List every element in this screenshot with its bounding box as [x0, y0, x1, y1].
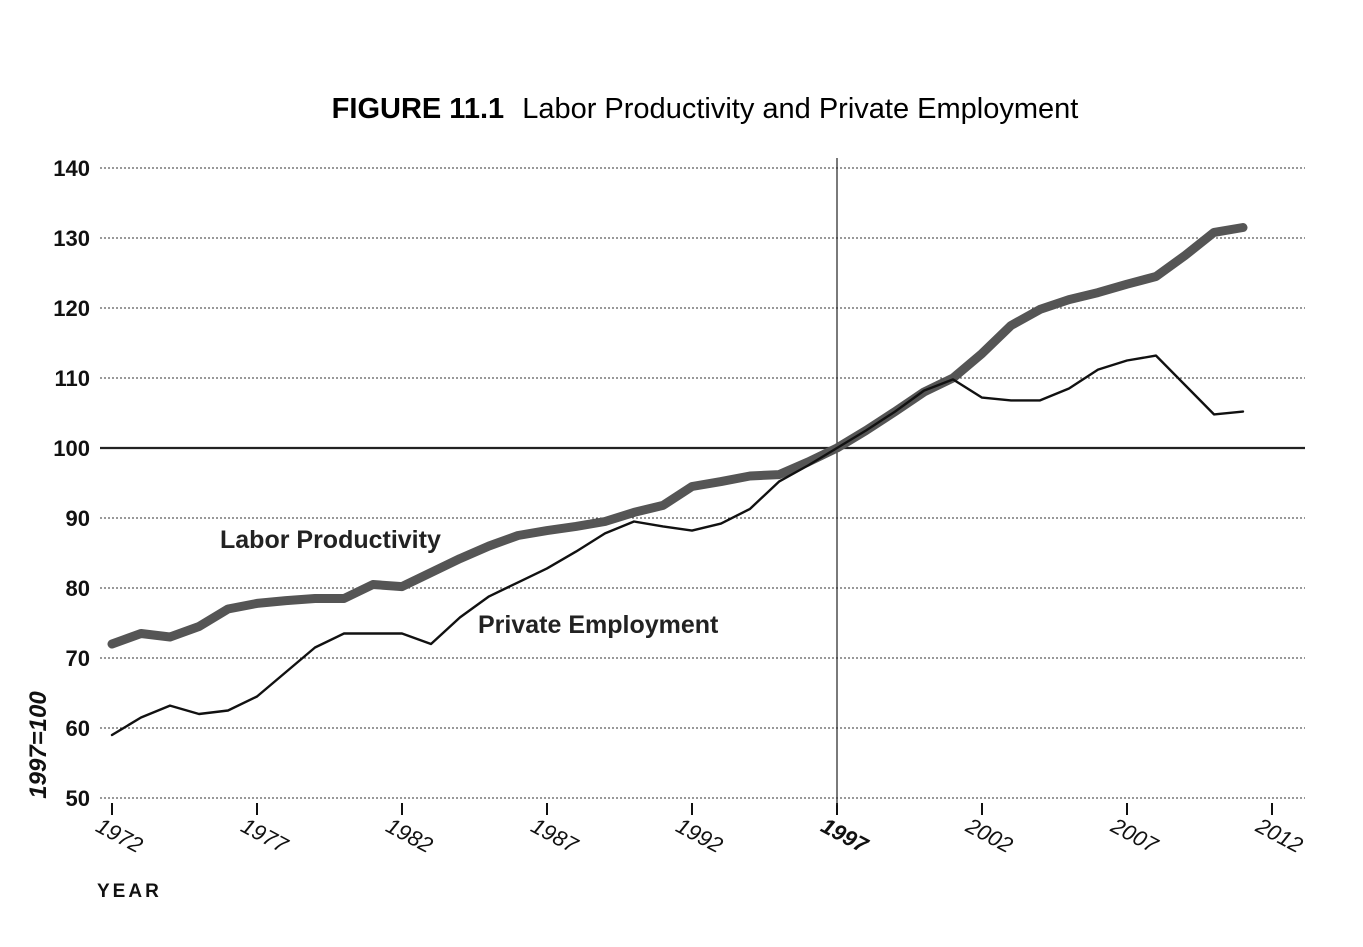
x-tick-1987: 1987: [527, 813, 583, 858]
x-tick-2007: 2007: [1106, 812, 1163, 858]
series-label-labor-productivity: Labor Productivity: [220, 526, 441, 554]
series-line-labor-productivity: [107, 223, 1248, 649]
x-tick-1997: 1997: [817, 813, 874, 859]
x-tick-2012: 2012: [1251, 812, 1307, 858]
reference-lines: [100, 158, 1305, 805]
figure-title: Labor Productivity and Private Employmen…: [522, 93, 1078, 125]
y-axis-label: 1997=100: [25, 691, 52, 799]
figure-number: FIGURE 11.1: [332, 93, 504, 125]
y-tick-70: 70: [66, 646, 90, 671]
x-tick-1982: 1982: [382, 813, 437, 858]
y-tick-100: 100: [53, 436, 90, 461]
y-tick-60: 60: [66, 716, 90, 741]
chart-title: FIGURE 11.1 Labor Productivity and Priva…: [332, 93, 1079, 125]
y-tick-labels: 140 130 120 110 100 90 80 70 60 50: [53, 156, 90, 811]
y-tick-90: 90: [66, 506, 90, 531]
y-tick-120: 120: [53, 296, 90, 321]
x-tick-2002: 2002: [961, 812, 1017, 858]
x-axis-label: YEAR: [97, 881, 162, 902]
series-label-private-employment: Private Employment: [478, 611, 719, 639]
x-tick-labels: 1972 1977 1982 1987 1992 1997 2002 2007 2012: [92, 803, 1307, 859]
x-tick-1992: 1992: [672, 813, 727, 858]
x-tick-1977: 1977: [237, 813, 293, 858]
y-tick-130: 130: [53, 226, 90, 251]
y-tick-80: 80: [66, 576, 90, 601]
y-tick-110: 110: [55, 366, 91, 391]
x-tick-1972: 1972: [92, 813, 147, 858]
series-lines: [107, 223, 1248, 737]
y-tick-140: 140: [53, 156, 90, 181]
series-line-private-employment: [110, 354, 1245, 737]
y-tick-50: 50: [66, 786, 90, 811]
